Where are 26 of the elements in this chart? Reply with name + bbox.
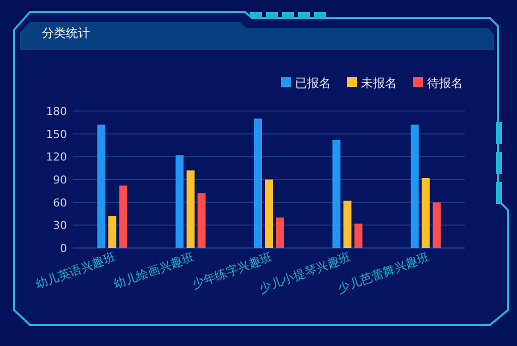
bar: [422, 178, 430, 248]
bar: [119, 186, 128, 248]
chart-title: 分类统计: [42, 26, 90, 40]
bar: [265, 180, 273, 248]
bar: [343, 200, 352, 248]
y-tick-label: 0: [60, 242, 67, 255]
bar: [254, 118, 262, 248]
bar: [432, 202, 441, 248]
y-tick-label: 60: [53, 196, 67, 210]
bar: [108, 216, 116, 248]
bar: [186, 170, 195, 248]
legend-label: 未报名: [361, 76, 397, 90]
bar: [354, 224, 362, 248]
y-tick-label: 120: [46, 150, 67, 164]
y-tick-label: 150: [46, 128, 67, 141]
bar: [97, 124, 106, 248]
bar: [410, 124, 419, 248]
legend-label: 已报名: [295, 76, 331, 90]
y-tick-label: 90: [53, 174, 67, 186]
bar: [276, 218, 284, 248]
legend-label: 待报名: [427, 76, 463, 90]
bar: [176, 155, 184, 248]
y-tick-label: 30: [53, 219, 67, 232]
bar: [332, 140, 340, 248]
y-tick-label: 180: [46, 105, 67, 118]
bar: [198, 193, 206, 248]
